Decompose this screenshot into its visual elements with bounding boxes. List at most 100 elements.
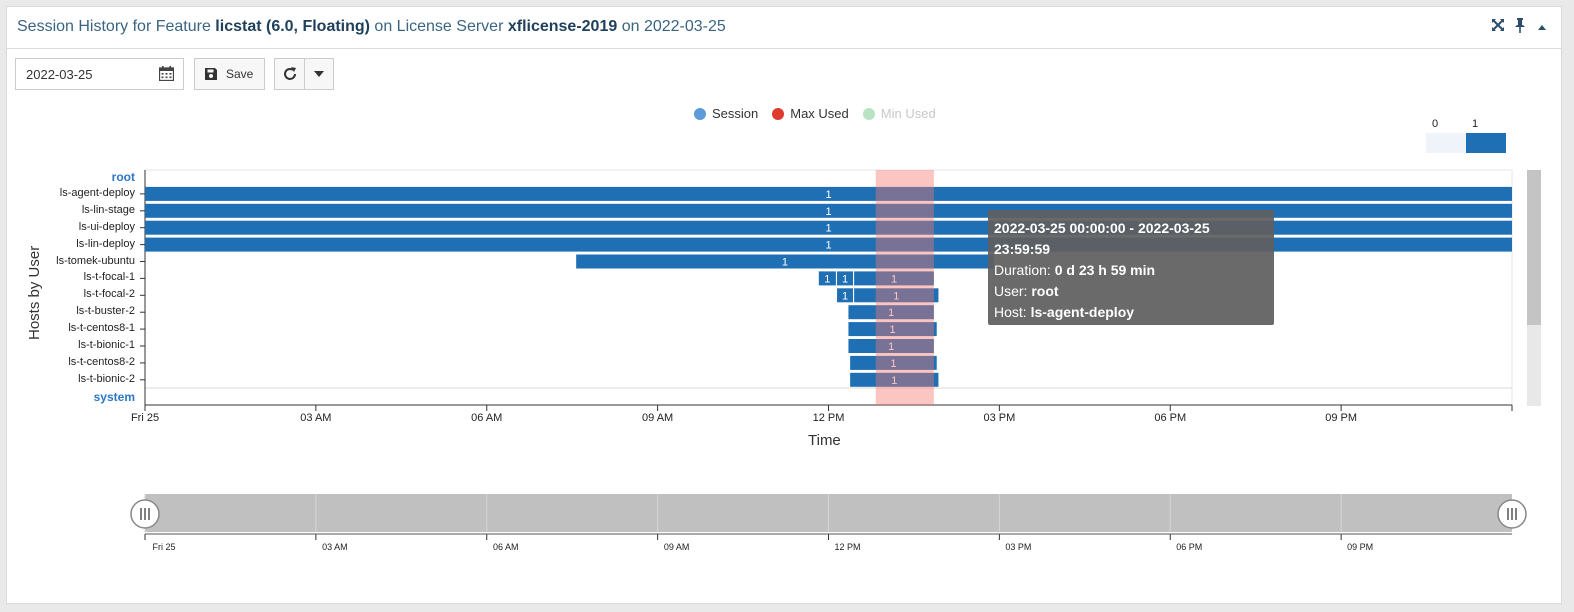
session-used-label: 1 [891, 273, 897, 285]
navigator-tick-label: 09 PM [1347, 542, 1374, 552]
y-host-label: ls-ui-deploy [78, 220, 135, 233]
y-host-label: ls-lin-deploy [76, 237, 135, 250]
session-used-label: 1 [842, 290, 848, 302]
x-tick-label: 09 PM [1325, 412, 1358, 424]
x-tick-label: 06 PM [1154, 412, 1187, 424]
legend-label: Max Used [790, 106, 849, 121]
tooltip-user-label: User: [994, 283, 1032, 299]
legend-label: Session [712, 106, 759, 121]
refresh-options-dropdown[interactable] [304, 58, 334, 90]
legend-dot [694, 107, 706, 120]
x-axis-title: Time [808, 432, 841, 449]
scale-max-label: 1 [1472, 118, 1479, 130]
session-bar [850, 355, 937, 370]
y-host-label: ls-t-focal-2 [83, 288, 135, 301]
chart-scrollbar[interactable] [1527, 170, 1541, 406]
title-on: on [617, 18, 644, 35]
x-tick-label: 03 AM [300, 412, 332, 424]
session-used-label: 1 [824, 273, 830, 285]
session-used-label: 1 [890, 358, 896, 370]
y-host-label: ls-t-centos8-1 [68, 322, 135, 335]
collapse-icon[interactable] [1537, 18, 1551, 34]
legend-item-session[interactable]: Session [694, 106, 758, 121]
date-input[interactable] [15, 58, 184, 90]
scale-low-swatch [1426, 133, 1466, 153]
session-bar [837, 288, 853, 303]
x-tick-label: 12 PM [812, 412, 845, 424]
session-used-label: 1 [890, 324, 896, 336]
y-host-label: ls-tomek-ubuntu [56, 254, 135, 267]
refresh-icon [283, 67, 296, 80]
pin-icon[interactable] [1514, 18, 1528, 34]
session-used-label: 1 [893, 290, 899, 302]
session-used-label: 1 [825, 240, 831, 252]
legend-item-max-used[interactable]: Max Used [772, 106, 849, 121]
calendar-icon[interactable] [158, 66, 175, 82]
y-host-label: ls-agent-deploy [59, 186, 135, 199]
y-host-label: ls-lin-stage [81, 203, 135, 216]
session-used-label: 1 [825, 206, 831, 218]
legend-dot [862, 107, 875, 120]
x-tick-label: 09 AM [642, 412, 674, 424]
server-name: xflicense-2019 [507, 18, 618, 35]
refresh-button[interactable] [274, 58, 305, 90]
expand-icon[interactable] [1491, 18, 1505, 34]
legend-dot [772, 107, 785, 120]
session-used-label: 1 [825, 223, 831, 235]
y-host-label: ls-t-bionic-1 [78, 339, 135, 351]
session-tooltip: 2022-03-25 00:00:00 - 2022-03-25 23:59:5… [988, 210, 1274, 341]
session-used-label: 1 [782, 257, 788, 269]
session-bar [576, 254, 994, 269]
navigator-tick-label: 03 AM [322, 542, 348, 552]
session-used-label: 1 [891, 375, 897, 387]
feature-name: licstat (6.0, Floating) [215, 18, 370, 35]
navigator-tick-label: 12 PM [834, 542, 861, 552]
save-icon [205, 68, 217, 80]
session-used-label: 1 [842, 273, 848, 285]
tooltip-used-value: 1 [1034, 325, 1043, 341]
x-tick-label: 03 PM [983, 412, 1016, 424]
scale-min-label: 0 [1432, 118, 1439, 130]
legend-label: Min Used [880, 106, 936, 121]
legend-item-min-used[interactable]: Min Used [862, 106, 936, 121]
scrollbar-thumb[interactable] [1527, 170, 1541, 325]
session-used-label: 1 [825, 189, 831, 201]
y-host-label: ls-t-focal-1 [83, 271, 135, 284]
y-host-label: ls-t-bionic-2 [78, 372, 135, 385]
session-bar [848, 339, 934, 353]
save-label: Save [226, 67, 254, 81]
save-button[interactable]: Save [194, 58, 265, 90]
y-group-label: root [111, 170, 135, 184]
navigator-tick-label: 06 PM [1176, 542, 1203, 552]
session-bar [854, 271, 934, 286]
navigator-tick-label: Fri 25 [152, 542, 176, 552]
y-host-label: ls-t-centos8-2 [68, 355, 135, 368]
tooltip-range: 2022-03-25 00:00:00 - 2022-03-25 23:59:5… [994, 220, 1210, 257]
panel-header: Session History for Feature licstat (6.0… [7, 7, 1561, 49]
tooltip-duration-label: Duration: [994, 262, 1055, 278]
navigator-tick-label: 09 AM [663, 542, 690, 552]
tooltip-user-value: root [1031, 283, 1059, 299]
color-scale: 0 1 [1426, 118, 1506, 158]
tooltip-duration-value: 0 d 23 h 59 min [1054, 262, 1156, 278]
tooltip-used-label: Used: [994, 325, 1035, 341]
navigator-tick-label: 03 PM [1005, 542, 1032, 552]
session-bar [145, 186, 1512, 201]
title-mid: on License Server [369, 18, 508, 35]
panel-title: Session History for Feature licstat (6.0… [17, 18, 726, 36]
title-date: 2022-03-25 [643, 18, 726, 35]
x-tick-label: Fri 25 [130, 412, 160, 424]
y-group-label: system [93, 389, 135, 404]
header-icons [1491, 18, 1551, 34]
session-bar [848, 305, 934, 320]
session-used-label: 1 [888, 307, 894, 319]
scale-high-swatch [1466, 133, 1506, 153]
chart-legend: Session Max Used Min Used [694, 106, 936, 121]
chevron-down-icon [314, 71, 324, 77]
y-host-label: ls-t-buster-2 [76, 305, 135, 318]
navigator-tick-label: 06 AM [492, 542, 519, 552]
y-axis-labels: root ls-agent-deploy ls-lin-stage ls-ui-dep… [0, 0, 135, 612]
title-prefix: Session History for Feature [17, 18, 216, 35]
x-tick-label: 06 AM [471, 412, 503, 424]
